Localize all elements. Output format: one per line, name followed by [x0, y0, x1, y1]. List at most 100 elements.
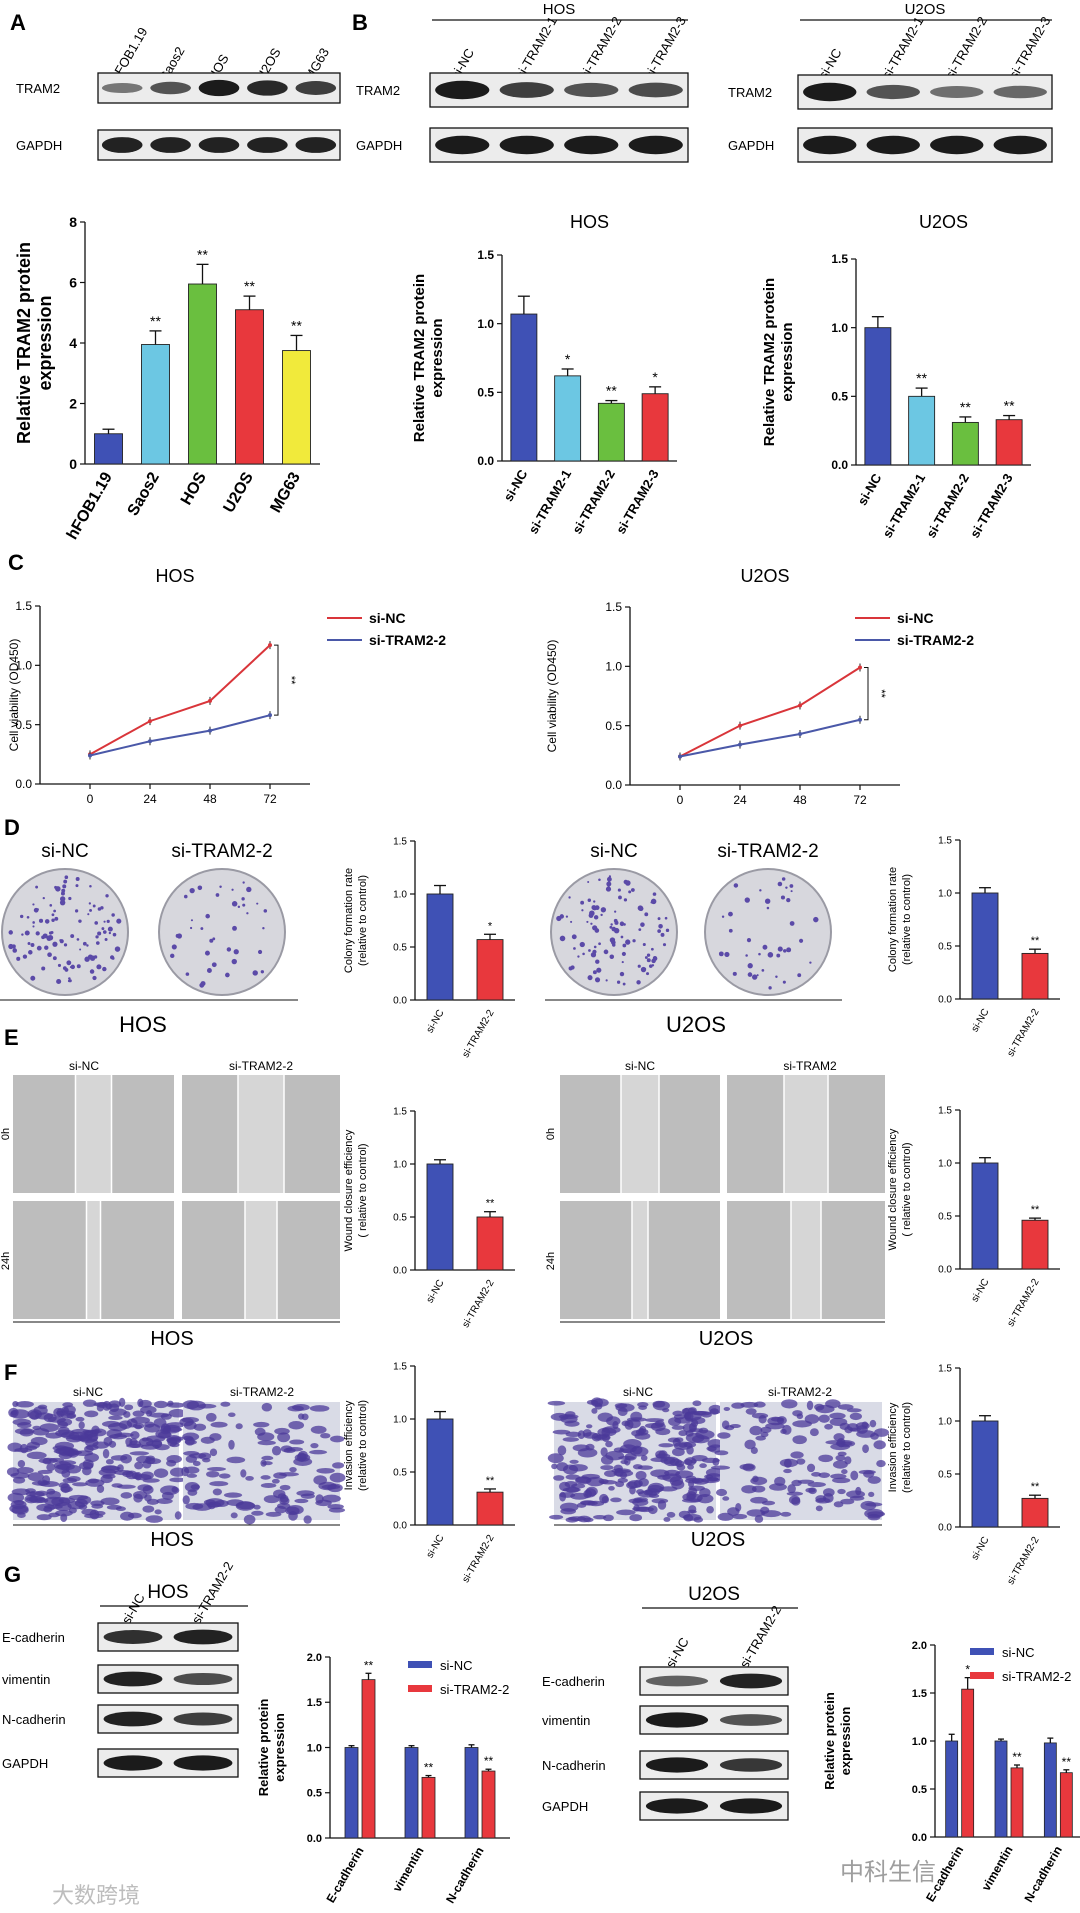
colony-dot [183, 894, 188, 899]
x-tick-label: si-TRAM2-1 [525, 467, 574, 536]
invading-cell [279, 1472, 299, 1477]
invading-cell [790, 1451, 804, 1459]
plate-dish [158, 868, 286, 996]
invading-cell [279, 1484, 291, 1491]
y-tick-label: 2.0 [912, 1640, 927, 1652]
data-point [738, 723, 742, 728]
blot-band [866, 135, 920, 155]
invading-cell [310, 1442, 319, 1449]
colony-dot [728, 911, 733, 917]
invasion-image [710, 1399, 889, 1523]
data-point [678, 754, 682, 759]
significance-label: ** [1004, 398, 1015, 414]
y-tick-label: 0.0 [605, 778, 622, 792]
y-tick-label: 1.5 [393, 1362, 407, 1373]
invading-cell [685, 1430, 694, 1437]
colony-dot [68, 979, 72, 983]
colony-dot [41, 966, 46, 971]
invading-cell [261, 1402, 273, 1412]
colony-dot [588, 913, 594, 918]
panel-label-b: B [352, 10, 368, 35]
invading-cell [36, 1503, 56, 1512]
colony-dot [587, 975, 593, 981]
y-tick-label: 1.5 [477, 248, 494, 262]
colony-dot [49, 904, 53, 907]
blot-band [645, 1757, 709, 1773]
invading-cell [138, 1399, 152, 1408]
chart-title: HOS [155, 566, 194, 586]
y-tick-label: 0.0 [393, 1521, 407, 1532]
invading-cell [688, 1505, 697, 1514]
invading-cell [796, 1458, 806, 1465]
colony-dot [111, 913, 115, 917]
invading-cell [68, 1494, 89, 1501]
invading-cell [723, 1406, 731, 1411]
blot-band [103, 1755, 163, 1771]
y-tick-label: 0.0 [938, 1523, 952, 1534]
invading-cell [140, 1405, 157, 1414]
invading-cell [84, 1410, 99, 1418]
colony-dot [617, 888, 621, 892]
colony-dot [762, 944, 768, 950]
invading-cell [818, 1414, 830, 1423]
colony-dot [786, 897, 791, 903]
invading-cell [781, 1399, 798, 1409]
invading-cell [829, 1412, 846, 1420]
bar-si-TRAM2-2 [1021, 952, 1049, 1000]
colony-dot [215, 893, 220, 897]
colony-dot [790, 890, 793, 893]
colony-dot [781, 877, 786, 881]
significance-label: ** [291, 317, 302, 333]
colony-dot [51, 913, 55, 917]
image-cell-label: HOS [150, 1328, 193, 1350]
y-axis-label: expression [35, 295, 55, 390]
colony-dot [640, 922, 645, 927]
y-tick-label: 1.5 [938, 1106, 952, 1117]
invading-cell [261, 1461, 273, 1466]
bar-si-NC [426, 893, 454, 1001]
y-tick-label: 1.5 [912, 1688, 927, 1700]
invading-cell [132, 1410, 145, 1417]
y-tick-label: 0.0 [393, 996, 407, 1007]
colony-dot [580, 900, 585, 905]
invading-cell [212, 1488, 223, 1496]
colony-dot [59, 899, 66, 906]
colony-dot [94, 921, 99, 925]
invading-cell [313, 1475, 328, 1485]
invading-cell [167, 1400, 174, 1406]
colony-dot [619, 921, 625, 927]
invading-cell [7, 1442, 23, 1453]
significance-label: ** [1012, 1750, 1022, 1764]
invading-cell [210, 1421, 228, 1428]
data-point [798, 731, 802, 736]
image-label: si-TRAM2-2 [768, 1385, 832, 1399]
colony-dot [205, 913, 210, 919]
blot-band [645, 1675, 709, 1687]
colony-dot [104, 938, 108, 942]
invading-cell [257, 1440, 276, 1446]
series-line-si-TRAM2-2 [679, 718, 861, 758]
invading-cell [692, 1435, 710, 1444]
legend-swatch [408, 1685, 432, 1692]
invading-cell [568, 1464, 588, 1472]
colony-dot [766, 906, 770, 910]
colony-dot [75, 909, 79, 913]
colony-dot [606, 876, 612, 882]
blot-band [247, 80, 288, 96]
invading-cell [657, 1499, 667, 1510]
colony-dot [63, 943, 68, 947]
colony-dot [786, 947, 792, 953]
colony-dot [577, 955, 580, 958]
invading-cell [755, 1435, 766, 1441]
colony-dot [600, 913, 603, 917]
y-tick-label: 1.0 [477, 317, 494, 331]
invading-cell [805, 1487, 816, 1493]
watermark-right: 中科生信 [840, 1859, 936, 1886]
blot-band [803, 135, 857, 155]
invading-cell [666, 1511, 676, 1518]
colony-dot [68, 896, 72, 901]
colony-dot [246, 912, 249, 915]
invading-cell [15, 1401, 34, 1408]
colony-dot [219, 885, 222, 888]
invading-cell [699, 1463, 707, 1469]
